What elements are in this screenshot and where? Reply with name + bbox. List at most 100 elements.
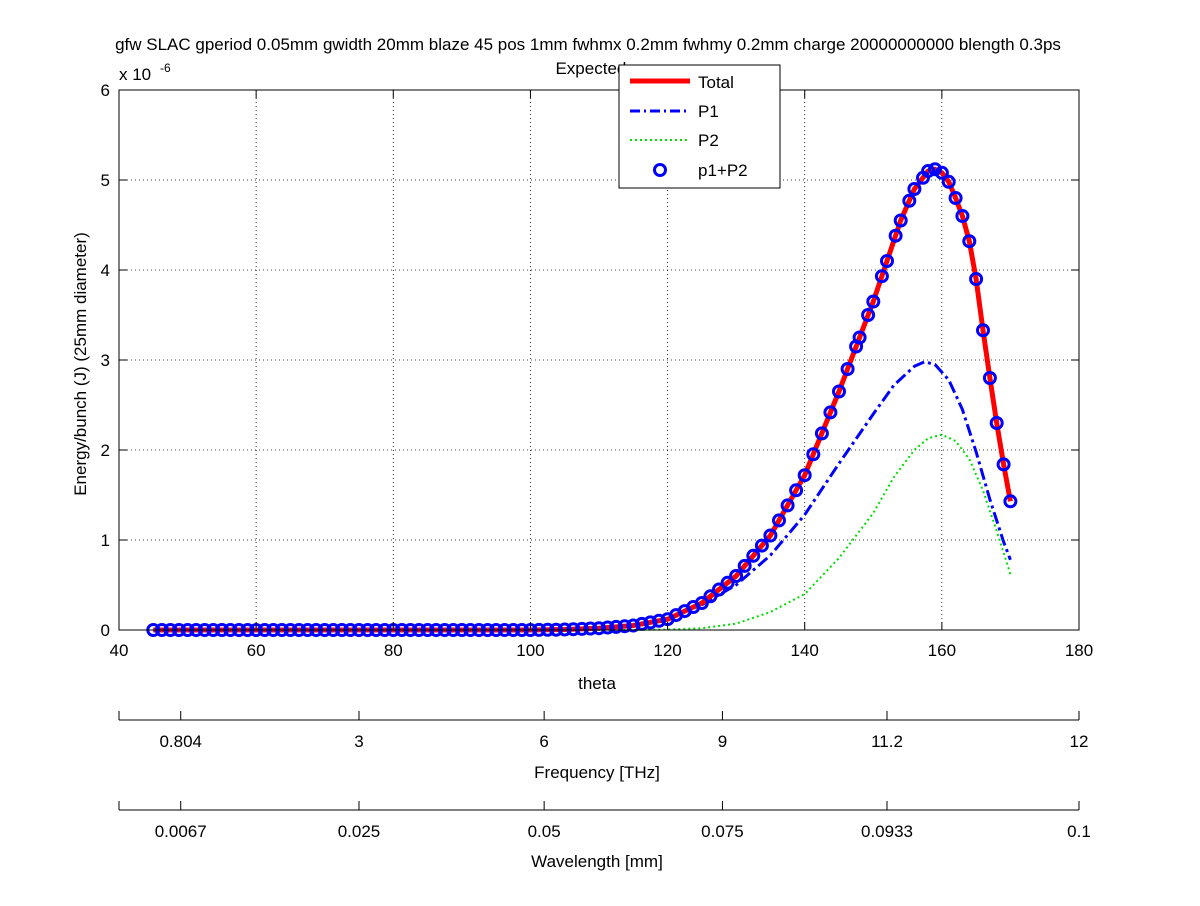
marker-p1p2 <box>955 209 970 223</box>
y-exponent-power: -6 <box>160 61 171 75</box>
x-tick-label: 100 <box>516 641 544 660</box>
marker-p1p2 <box>772 513 786 528</box>
marker-p1p2 <box>617 619 632 634</box>
legend-label-total: Total <box>698 73 734 92</box>
marker-p1p2 <box>888 228 903 243</box>
marker-p1p2 <box>989 416 1004 430</box>
legend: Total P1 P2 p1+P2 <box>618 64 781 189</box>
marker-p1p2 <box>583 621 598 636</box>
marker-p1p2 <box>852 330 867 345</box>
marker-p1p2 <box>982 371 997 385</box>
marker-p1p2 <box>643 615 658 630</box>
wavelength-axis-label: Wavelength [mm] <box>531 852 663 871</box>
secondary-tick-label: 9 <box>718 732 727 751</box>
secondary-tick-label: 0.0933 <box>861 822 913 841</box>
secondary-tick-label: 0.075 <box>701 822 744 841</box>
marker-p1p2 <box>880 254 894 268</box>
y-exponent-base: x 10 <box>119 65 151 84</box>
y-axis-label: Energy/bunch (J) (25mm diameter) <box>71 232 90 496</box>
marker-p1p2 <box>976 323 990 338</box>
marker-p1p2 <box>609 619 624 634</box>
marker-p1p2 <box>814 426 829 441</box>
frequency-axis-label: Frequency [THz] <box>534 763 660 782</box>
marker-p1p2 <box>763 528 778 543</box>
marker-p1p2 <box>861 308 876 322</box>
x-tick-label: 180 <box>1065 641 1093 660</box>
marker-p1p2 <box>941 174 956 189</box>
marker-p1p2 <box>566 622 581 637</box>
x-tick-label: 80 <box>384 641 403 660</box>
marker-p1p2 <box>902 193 917 208</box>
x-tick-label: 160 <box>928 641 956 660</box>
secondary-tick-label: 0.05 <box>528 822 561 841</box>
marker-p1p2 <box>907 182 922 196</box>
marker-p1p2 <box>737 558 752 573</box>
marker-p1p2 <box>996 457 1011 472</box>
plot-area: 40 60 80 100 120 140 160 180 0 1 2 3 4 5 6 <box>101 81 1094 660</box>
marker-p1p2 <box>866 294 881 309</box>
chart-title: gfw SLAC gperiod 0.05mm gwidth 20mm blaz… <box>115 35 1061 54</box>
wavelength-axis: 0.0067 0.025 0.05 0.075 0.0933 0.1 Wavelength… <box>118 801 1091 871</box>
x-tick-label: 140 <box>791 641 819 660</box>
marker-p1p2 <box>840 362 855 376</box>
legend-label-p1: P1 <box>698 102 719 121</box>
marker-p1p2 <box>928 162 942 177</box>
y-axis-ticks: 0 1 2 3 4 5 6 <box>101 81 1079 640</box>
y-tick-label: 6 <box>101 81 110 100</box>
wavelength-axis-ticks: 0.0067 0.025 0.05 0.075 0.0933 0.1 <box>118 801 1091 841</box>
marker-p1p2 <box>874 269 889 284</box>
marker-p1p2 <box>574 621 589 636</box>
marker-p1p2 <box>969 272 984 286</box>
secondary-tick-label: 0.025 <box>338 822 381 841</box>
marker-p1p2 <box>921 164 936 178</box>
marker-p1p2 <box>832 384 846 399</box>
secondary-tick-label: 12 <box>1070 732 1089 751</box>
marker-p1p2 <box>823 405 838 420</box>
marker-p1p2 <box>634 616 649 631</box>
marker-p1p2 <box>712 582 726 597</box>
marker-p1p2 <box>626 618 641 633</box>
marker-p1p2 <box>652 613 666 628</box>
marker-p1p2 <box>746 548 761 563</box>
marker-p1p2 <box>720 575 735 590</box>
x-tick-label: 40 <box>110 641 129 660</box>
legend-box <box>618 64 781 189</box>
secondary-tick-label: 0.0067 <box>155 822 207 841</box>
y-tick-label: 1 <box>101 531 110 550</box>
secondary-tick-label: 3 <box>354 732 363 751</box>
legend-marker-p1p2 <box>653 163 667 177</box>
marker-p1p2 <box>592 621 606 636</box>
x-axis-ticks: 40 60 80 100 120 140 160 180 <box>110 90 1093 660</box>
secondary-tick-label: 6 <box>539 732 548 751</box>
marker-p1p2 <box>948 191 963 205</box>
x-tick-label: 120 <box>653 641 681 660</box>
marker-p1p2 <box>806 447 821 462</box>
x-axis-label: theta <box>578 674 616 693</box>
marker-p1p2 <box>893 213 908 228</box>
x-tick-label: 60 <box>247 641 266 660</box>
secondary-tick-label: 11.2 <box>871 732 903 751</box>
frequency-axis: 0.804 3 6 9 11.2 12 Frequency [THz] <box>118 711 1089 782</box>
marker-p1p2 <box>729 569 744 583</box>
y-tick-label: 4 <box>101 261 110 280</box>
frequency-axis-ticks: 0.804 3 6 9 11.2 12 <box>118 711 1089 751</box>
marker-p1p2 <box>934 165 949 180</box>
legend-label-p2: P2 <box>698 131 719 150</box>
marker-p1p2 <box>694 596 709 610</box>
legend-label-p1p2: p1+P2 <box>698 161 748 180</box>
y-tick-label: 5 <box>101 171 110 190</box>
y-tick-label: 0 <box>101 621 110 640</box>
y-tick-label: 3 <box>101 351 110 370</box>
secondary-tick-label: 0.804 <box>159 732 202 751</box>
marker-p1p2 <box>754 538 769 553</box>
marker-p1p2 <box>797 468 812 483</box>
marker-p1p2 <box>780 498 795 513</box>
marker-p1p2 <box>962 234 977 249</box>
y-tick-label: 2 <box>101 441 110 460</box>
marker-p1p2 <box>703 589 718 604</box>
marker-p1p2 <box>600 620 615 635</box>
secondary-tick-label: 0.1 <box>1067 822 1091 841</box>
marker-p1p2 <box>1003 494 1018 509</box>
